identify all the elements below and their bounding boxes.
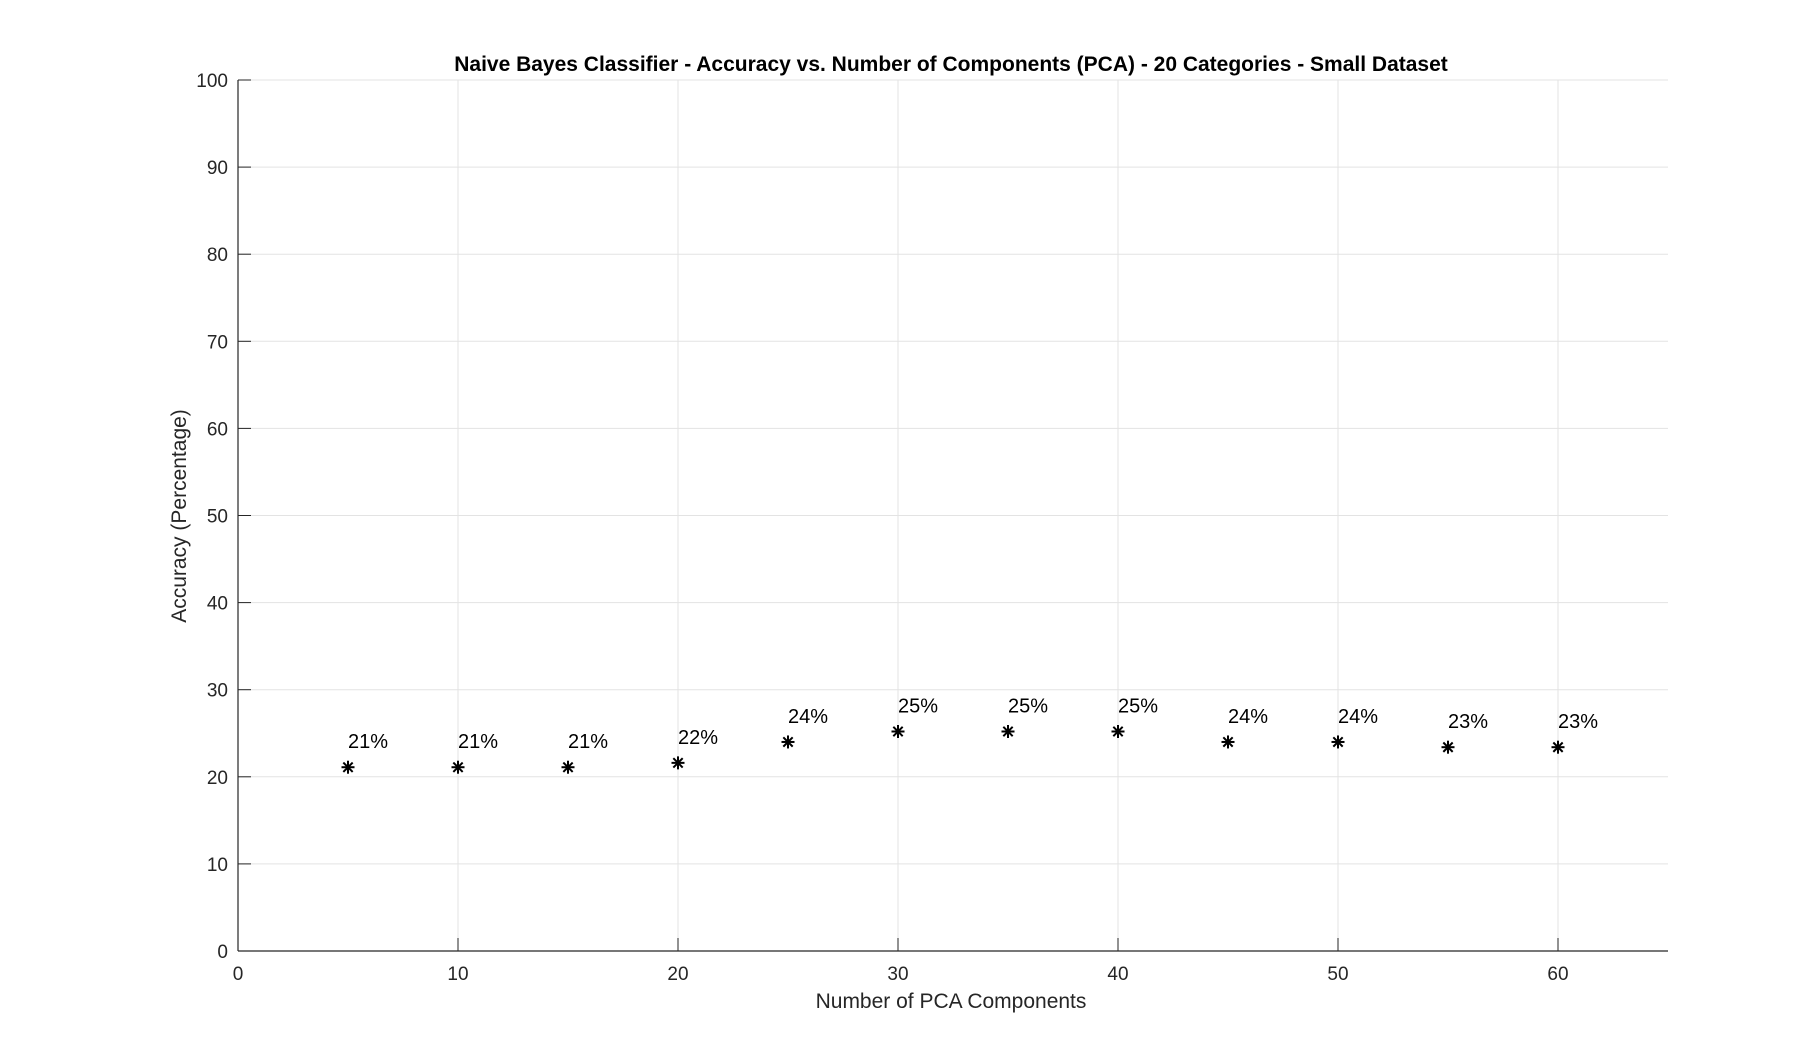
data-labels: 21% 21% 21% 22% 24% 25% 25% 25% 24% 24% 23% 23% — [348, 696, 1598, 754]
data-point — [1221, 735, 1235, 749]
y-tick-label: 10 — [207, 855, 228, 876]
data-label: 23% — [1448, 711, 1488, 733]
y-tick-label: 50 — [207, 507, 228, 528]
marker-stroke — [1442, 741, 1454, 753]
data-label: 22% — [678, 727, 718, 749]
y-tick-label: 90 — [207, 158, 228, 179]
grid-lines — [238, 79, 1668, 951]
data-label: 21% — [568, 731, 608, 753]
y-tick-label: 40 — [207, 594, 228, 615]
data-point — [1111, 725, 1125, 739]
marker-stroke — [1222, 736, 1234, 748]
marker-stroke — [1332, 736, 1344, 748]
data-point — [1551, 740, 1565, 754]
data-points — [341, 725, 1565, 774]
y-tick-label: 60 — [207, 419, 228, 440]
y-tick-label: 30 — [207, 681, 228, 702]
data-label: 21% — [458, 731, 498, 753]
chart-title: Naive Bayes Classifier - Accuracy vs. Nu… — [454, 53, 1448, 76]
marker-stroke — [672, 757, 684, 769]
y-tick-label: 0 — [217, 942, 228, 963]
y-tick-label: 80 — [207, 245, 228, 266]
data-point — [671, 756, 685, 770]
marker-stroke — [342, 761, 354, 773]
data-point — [1441, 740, 1455, 754]
y-tick-label: 20 — [207, 768, 228, 789]
x-tick-label: 60 — [1547, 964, 1568, 985]
data-label: 25% — [898, 696, 938, 718]
data-label: 24% — [788, 706, 828, 728]
data-label: 24% — [1228, 706, 1268, 728]
data-point — [561, 760, 575, 774]
x-tick-label: 30 — [887, 964, 908, 985]
x-tick-label: 20 — [667, 964, 688, 985]
tick-labels: 0 10 20 30 40 50 60 0 10 20 30 40 50 60 70 80 90 100 — [196, 71, 1568, 985]
x-tick-label: 40 — [1107, 964, 1128, 985]
marker-stroke — [782, 736, 794, 748]
marker-stroke — [562, 761, 574, 773]
data-label: 21% — [348, 731, 388, 753]
data-point — [891, 725, 905, 739]
data-point — [451, 760, 465, 774]
y-tick-label: 100 — [196, 71, 228, 92]
axes — [237, 79, 1668, 952]
x-tick-label: 0 — [233, 964, 244, 985]
marker-stroke — [1552, 741, 1564, 753]
x-tick-label: 50 — [1327, 964, 1348, 985]
data-point — [1001, 725, 1015, 739]
data-label: 25% — [1118, 696, 1158, 718]
data-label: 23% — [1558, 711, 1598, 733]
data-label: 24% — [1338, 706, 1378, 728]
y-tick-label: 70 — [207, 332, 228, 353]
marker-stroke — [892, 726, 904, 737]
marker-stroke — [1002, 726, 1014, 737]
y-axis-label: Accuracy (Percentage) — [168, 409, 191, 623]
data-point — [1331, 735, 1345, 749]
data-label: 25% — [1008, 696, 1048, 718]
data-point — [341, 760, 355, 774]
x-tick-label: 10 — [447, 964, 468, 985]
data-point — [781, 735, 795, 749]
marker-stroke — [452, 761, 464, 773]
x-axis-label: Number of PCA Components — [816, 990, 1087, 1013]
marker-stroke — [1112, 726, 1124, 737]
